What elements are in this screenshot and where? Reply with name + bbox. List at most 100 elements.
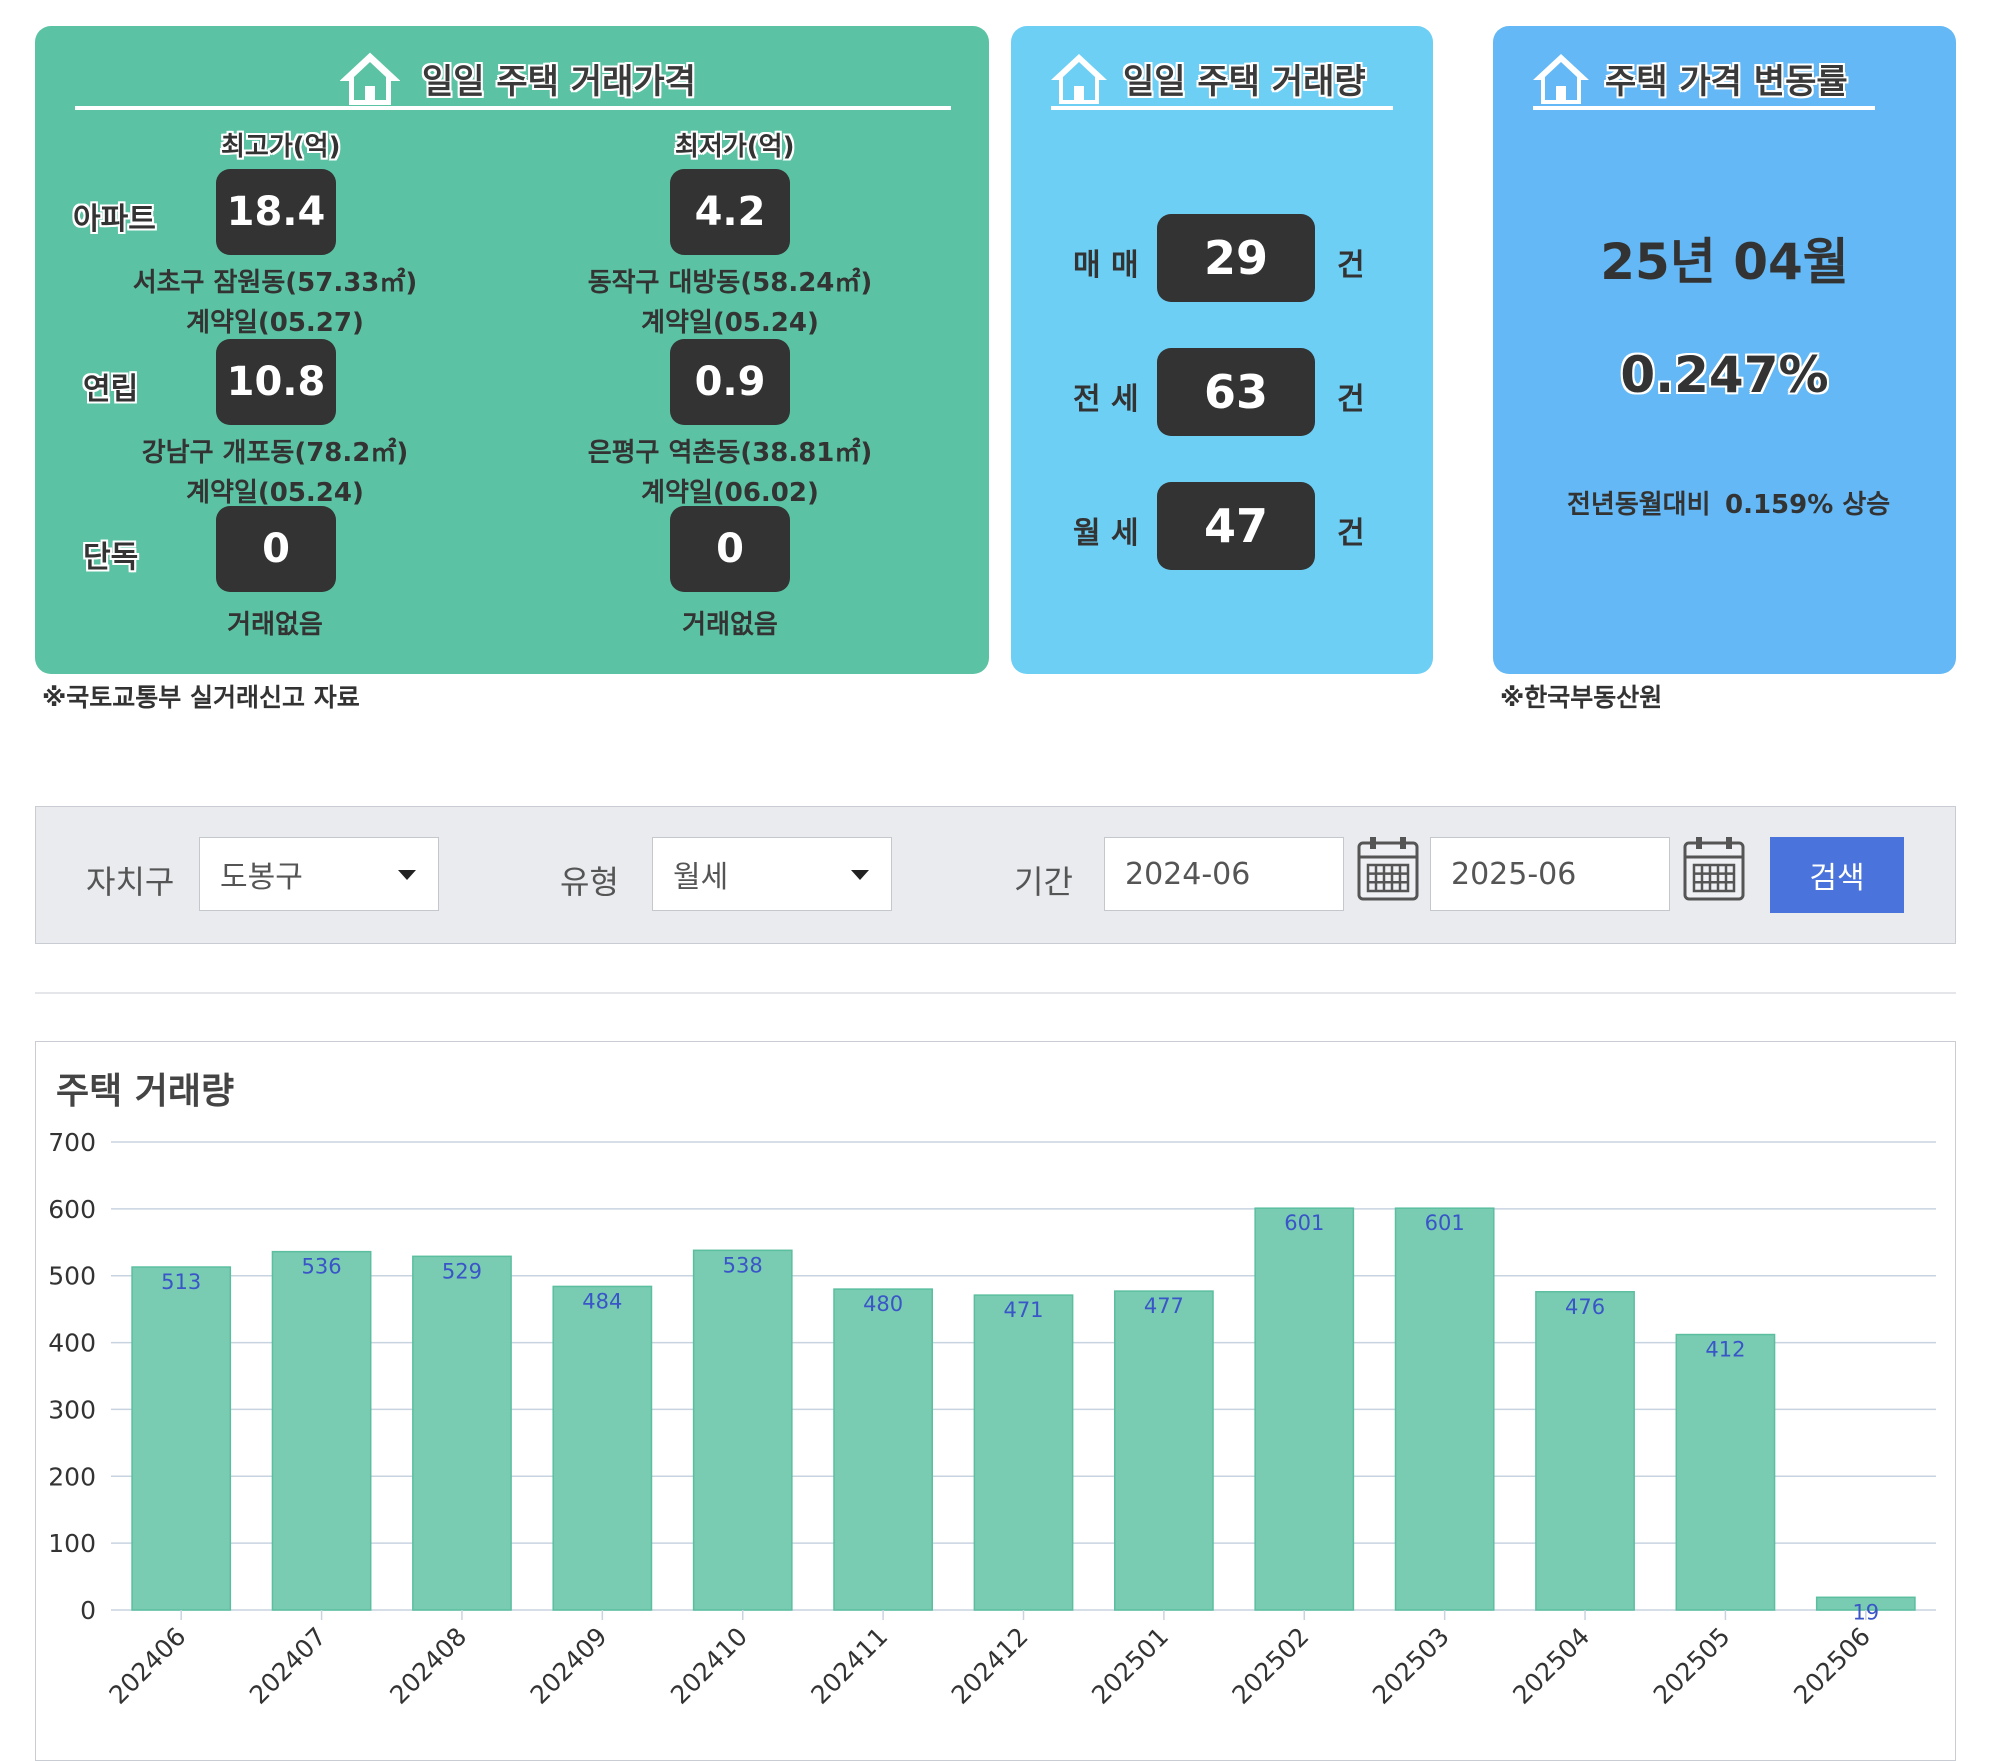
y-tick-label: 600: [48, 1195, 96, 1224]
x-tick-label: 202410: [665, 1622, 753, 1710]
rowhouse-min-location: 은평구 역촌동(38.81㎡): [587, 438, 873, 468]
data-label: 601: [1425, 1211, 1465, 1235]
daily-volume-panel: 일일 주택 거래량 매 매 29 건 전 세 63 건 월 세 47 건: [1011, 26, 1433, 674]
bar-202503[interactable]: [1394, 1207, 1495, 1611]
y-tick-label: 300: [48, 1395, 96, 1424]
jeonse-count: 63: [1157, 348, 1315, 436]
row-type-rowhouse: 연립: [83, 372, 139, 407]
rowhouse-min-date: 계약일(06.02): [641, 478, 819, 508]
sale-count: 29: [1157, 214, 1315, 302]
data-label: 536: [302, 1255, 342, 1279]
y-tick-label: 500: [48, 1262, 96, 1291]
district-label: 자치구: [86, 863, 175, 901]
title-underline: [1533, 106, 1875, 110]
bar-202501[interactable]: [1114, 1290, 1214, 1611]
data-label: 484: [582, 1289, 622, 1313]
data-label: 538: [723, 1253, 763, 1277]
daily-volume-title-text: 일일 주택 거래량: [1123, 61, 1366, 102]
data-label: 476: [1565, 1295, 1605, 1319]
bar-202504[interactable]: [1535, 1291, 1635, 1611]
price-change-title-text: 주택 가격 변동률: [1605, 61, 1848, 102]
data-label: 477: [1144, 1294, 1184, 1318]
detached-min-no-trade: 거래없음: [682, 610, 778, 640]
rate-value: 0.247%: [1620, 346, 1829, 404]
data-label: 513: [161, 1270, 201, 1294]
daily-price-title: 일일 주택 거래가격: [340, 48, 696, 108]
start-date-input[interactable]: [1104, 837, 1344, 911]
data-label: 601: [1284, 1211, 1324, 1235]
bar-202412[interactable]: [973, 1294, 1074, 1611]
yoy-value: 0.159% 상승: [1725, 490, 1891, 520]
bar-202505[interactable]: [1675, 1333, 1776, 1611]
rowhouse-max-date: 계약일(05.24): [186, 478, 364, 508]
type-select-value: 월세: [673, 860, 729, 895]
apartment-min-value: 4.2: [670, 169, 790, 255]
yoy-label: 전년동월대비: [1567, 490, 1711, 520]
x-tick-label: 202502: [1227, 1622, 1315, 1710]
apartment-max-location: 서초구 잠원동(57.33㎡): [132, 268, 418, 298]
min-price-header: 최저가(억): [675, 132, 795, 162]
y-tick-label: 400: [48, 1329, 96, 1358]
bar-202409[interactable]: [552, 1285, 653, 1611]
y-tick-label: 0: [80, 1596, 96, 1625]
title-underline: [1051, 106, 1393, 110]
price-change-title: 주택 가격 변동률: [1531, 48, 1848, 108]
district-select[interactable]: 도봉구: [199, 837, 439, 911]
data-label: 480: [863, 1292, 903, 1316]
end-date-input[interactable]: [1430, 837, 1670, 911]
detached-max-no-trade: 거래없음: [227, 610, 323, 640]
detached-min-value: 0: [670, 506, 790, 592]
search-bar: 자치구 도봉구 유형 월세 기간 검색: [35, 806, 1956, 944]
sale-unit: 건: [1337, 248, 1365, 283]
rowhouse-max-location: 강남구 개포동(78.2㎡): [141, 438, 409, 468]
x-tick-label: 202406: [103, 1622, 191, 1710]
period-label: 기간: [1014, 863, 1073, 901]
bar-202408[interactable]: [412, 1255, 512, 1611]
calendar-icon[interactable]: [1683, 835, 1745, 901]
x-tick-label: 202407: [244, 1622, 332, 1710]
apartment-min-date: 계약일(05.24): [641, 308, 819, 338]
data-label: 529: [442, 1259, 482, 1283]
rate-period: 25년 04월: [1600, 233, 1849, 291]
rowhouse-max-value: 10.8: [216, 339, 336, 425]
daily-price-panel: 일일 주택 거래가격 최고가(억) 최저가(억) 아파트 18.4 4.2 서초…: [35, 26, 989, 674]
price-change-panel: 주택 가격 변동률 25년 04월 0.247% 전년동월대비 0.159% 상…: [1493, 26, 1956, 674]
x-tick-label: 202503: [1367, 1622, 1455, 1710]
rowhouse-min-value: 0.9: [670, 339, 790, 425]
monthly-rent-unit: 건: [1337, 516, 1365, 551]
title-underline: [75, 106, 951, 110]
chart-title: 주택 거래량: [56, 1071, 235, 1112]
apartment-min-location: 동작구 대방동(58.24㎡): [587, 268, 873, 298]
volume-bar-chart: 0 100 200 300 400 500 600 700 513 202406 536 202407…: [48, 1128, 1936, 1710]
jeonse-unit: 건: [1337, 382, 1365, 417]
data-label: 471: [1003, 1298, 1043, 1322]
bar-202407[interactable]: [271, 1250, 372, 1611]
x-tick-label: 202504: [1507, 1622, 1595, 1710]
jeonse-label: 전 세: [1073, 382, 1139, 417]
chevron-down-icon: [851, 870, 869, 880]
bar-202411[interactable]: [833, 1288, 934, 1611]
x-tick-label: 202409: [525, 1622, 613, 1710]
house-icon: [1051, 54, 1107, 104]
bar-202502[interactable]: [1254, 1207, 1355, 1611]
y-tick-label: 200: [48, 1462, 96, 1491]
x-tick-label: 202501: [1086, 1622, 1174, 1710]
price-source-note: ※국토교통부 실거래신고 자료: [42, 683, 360, 712]
calendar-icon[interactable]: [1357, 835, 1419, 901]
bar-202410[interactable]: [692, 1249, 793, 1611]
type-select[interactable]: 월세: [652, 837, 892, 911]
search-button[interactable]: 검색: [1770, 837, 1904, 913]
row-type-detached: 단독: [83, 540, 139, 575]
data-label: 412: [1705, 1338, 1745, 1362]
x-tick-label: 202412: [946, 1622, 1034, 1710]
type-label: 유형: [560, 863, 619, 901]
daily-volume-title: 일일 주택 거래량: [1049, 48, 1366, 108]
x-tick-label: 202411: [805, 1622, 893, 1710]
x-tick-label: 202506: [1788, 1622, 1876, 1710]
bar-202406[interactable]: [131, 1266, 232, 1611]
district-select-value: 도봉구: [220, 860, 303, 895]
x-tick-label: 202505: [1648, 1622, 1736, 1710]
monthly-rent-label: 월 세: [1073, 516, 1139, 551]
volume-chart-card: 0 100 200 300 400 500 600 700 513 202406 536 202407…: [35, 1041, 1956, 1761]
daily-price-title-text: 일일 주택 거래가격: [422, 61, 696, 102]
